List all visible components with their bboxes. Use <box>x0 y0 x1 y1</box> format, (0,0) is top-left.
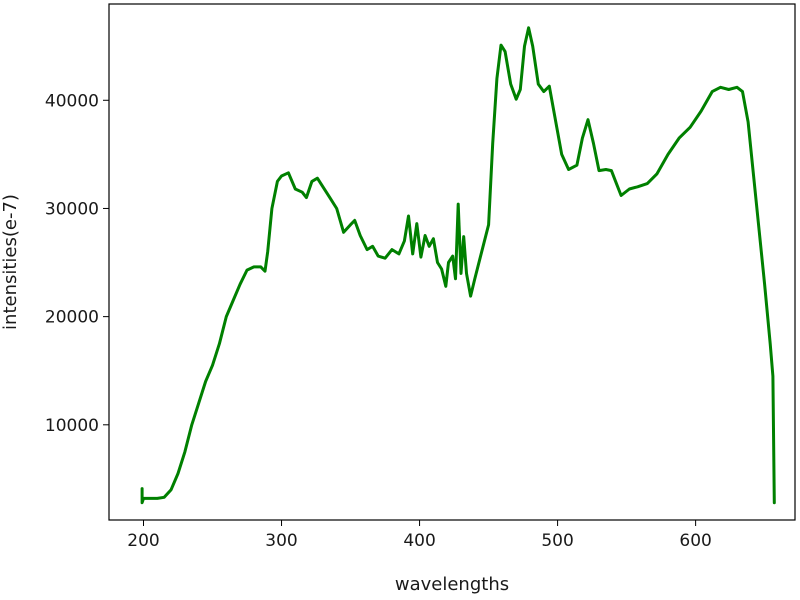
y-tick-label: 20000 <box>45 308 99 328</box>
x-tick-label: 300 <box>265 531 297 551</box>
x-tick-label: 600 <box>679 531 711 551</box>
x-tick-label: 500 <box>541 531 573 551</box>
series-layer <box>140 26 776 505</box>
x-axis-label: wavelengths <box>395 574 509 595</box>
y-tick-label: 10000 <box>45 416 99 436</box>
y-axis-label: intensities(e-7) <box>0 194 21 330</box>
y-axis: 10000 20000 30000 40000 <box>45 91 109 436</box>
x-tick-label: 200 <box>127 531 159 551</box>
x-axis: 200 300 400 500 600 <box>127 520 712 551</box>
y-tick-label: 40000 <box>45 91 99 111</box>
y-tick-label: 30000 <box>45 199 99 219</box>
x-tick-label: 400 <box>403 531 435 551</box>
plot-area-frame <box>108 3 796 521</box>
series-line-1 <box>140 26 776 505</box>
